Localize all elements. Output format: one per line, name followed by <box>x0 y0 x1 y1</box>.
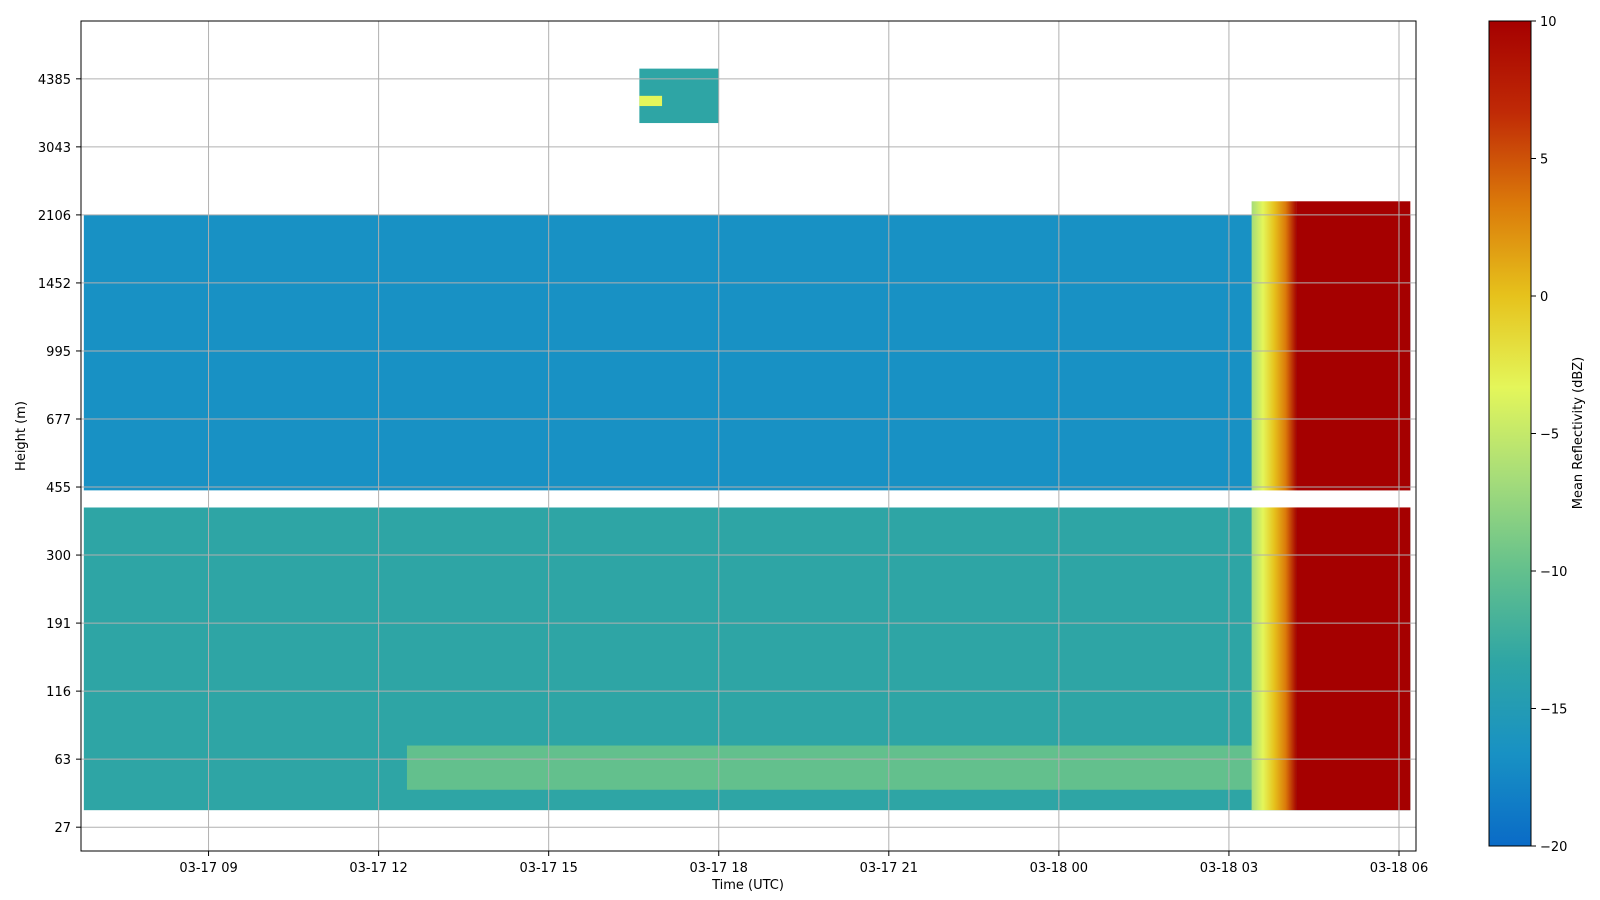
y-tick-label: 3043 <box>38 141 71 156</box>
grid-lines <box>81 21 1416 851</box>
heatmap-upper-cloud <box>639 68 719 124</box>
x-tick-label: 03-18 03 <box>1200 861 1258 876</box>
y-tick-label: 27 <box>54 821 71 836</box>
colorbar <box>1488 20 1532 847</box>
colorbar-tick-label: −15 <box>1540 703 1567 718</box>
y-tick-label: 300 <box>46 549 71 564</box>
heatmap-upper-cloud-core <box>639 95 663 107</box>
x-tick-label: 03-17 09 <box>179 861 237 876</box>
colorbar-tick-label: −10 <box>1540 565 1567 580</box>
heatmap-boundary-layer-cloud <box>83 214 1411 491</box>
y-axis: 27 63 116 191 300 455 677 995 1452 2106 3043 4385 <box>38 73 81 836</box>
x-tick-label: 03-17 21 <box>860 861 918 876</box>
plot-frame <box>80 20 1417 852</box>
y-tick-label: 455 <box>46 481 71 496</box>
x-axis-label: Time (UTC) <box>711 878 784 893</box>
y-tick-label: 63 <box>54 753 71 768</box>
y-tick-label: 2106 <box>38 209 71 224</box>
colorbar-label: Mean Reflectivity (dBZ) <box>1571 357 1586 510</box>
x-tick-label: 03-17 18 <box>690 861 748 876</box>
x-tick-label: 03-18 06 <box>1370 861 1428 876</box>
colorbar-ticks: 10 5 0 −5 −10 −15 −20 <box>1531 15 1567 855</box>
y-tick-label: 191 <box>46 617 71 632</box>
colorbar-tick-label: 0 <box>1540 290 1548 305</box>
x-tick-label: 03-17 15 <box>519 861 577 876</box>
colorbar-tick-label: −20 <box>1540 840 1567 855</box>
y-tick-label: 1452 <box>38 277 71 292</box>
x-tick-label: 03-18 00 <box>1030 861 1088 876</box>
colorbar-tick-label: 5 <box>1540 153 1548 168</box>
x-tick-label: 03-17 12 <box>349 861 407 876</box>
x-axis: 03-17 09 03-17 12 03-17 15 03-17 18 03-17 21… <box>179 851 1428 876</box>
heatmap-cells <box>81 68 1416 811</box>
y-tick-label: 995 <box>46 345 71 360</box>
heatmap-near-surface-enhanced <box>406 745 1411 790</box>
y-tick-label: 116 <box>46 685 71 700</box>
y-tick-label: 677 <box>46 413 71 428</box>
colorbar-tick-label: 10 <box>1540 15 1557 30</box>
colorbar-tick-label: −5 <box>1540 428 1559 443</box>
data-gap-band <box>81 490 1416 508</box>
y-tick-label: 4385 <box>38 73 71 88</box>
y-axis-label: Height (m) <box>14 401 29 471</box>
